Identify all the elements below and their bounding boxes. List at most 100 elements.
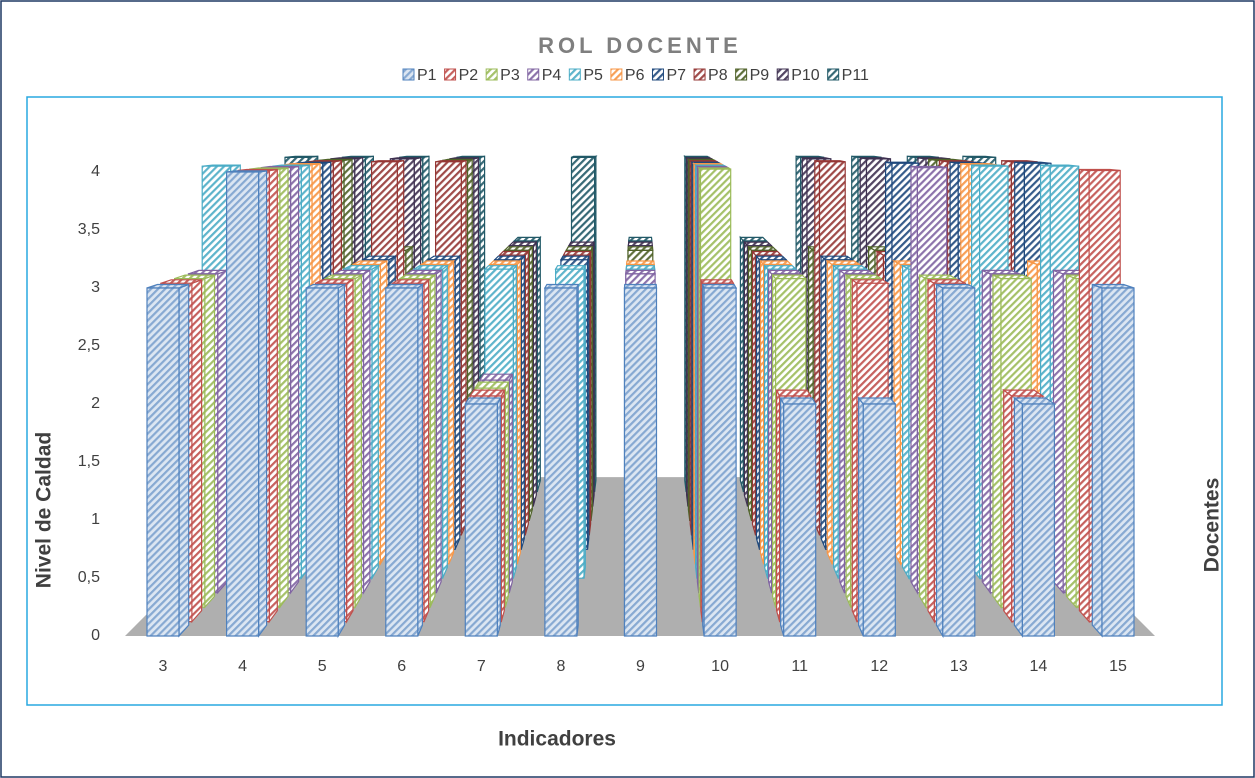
bar: [1021, 403, 1056, 637]
legend-label: P3: [500, 67, 520, 84]
legend-label: P8: [708, 67, 728, 84]
bar-side: [832, 264, 839, 579]
bar-side: [268, 168, 278, 624]
x-tick-label: 14: [1030, 658, 1048, 675]
bar-side: [217, 269, 228, 595]
legend-label: P2: [459, 67, 479, 84]
bar-side: [1091, 283, 1103, 638]
bar-side: [851, 278, 858, 622]
bar-side: [820, 254, 827, 550]
bar-3d: [464, 397, 502, 637]
bar-top: [775, 389, 812, 397]
bar: [703, 287, 737, 637]
bar-top: [478, 373, 514, 381]
legend: P1 P2 P3 P4 P5 P6 P7 P8 P9 P10 P11: [402, 67, 869, 84]
bar-side: [910, 165, 919, 595]
bar-side: [992, 274, 1002, 609]
legend-label: P7: [666, 67, 686, 84]
bar-side: [362, 269, 371, 595]
bar-side: [1065, 274, 1077, 609]
y-axis-label: Nivel de Caldad: [33, 432, 56, 588]
bar-side: [448, 259, 455, 565]
bar-3d: [1091, 283, 1135, 638]
bar: [783, 403, 817, 637]
x-tick-label: 9: [636, 658, 645, 675]
legend-swatch: [827, 68, 840, 81]
bar: [544, 287, 578, 637]
bar: [942, 287, 976, 637]
bar-side: [279, 167, 289, 609]
bar: [305, 287, 339, 637]
bar-side: [857, 396, 864, 637]
y-tick-label: 2,5: [78, 337, 100, 354]
bar-side: [826, 259, 833, 565]
y-tick-label: 0: [91, 627, 100, 644]
legend-swatch: [402, 68, 415, 81]
bar-side: [258, 170, 268, 638]
bar-side: [918, 274, 927, 610]
y-tick-label: 1,5: [78, 453, 100, 470]
bar-3d: [146, 283, 190, 638]
bar-top: [857, 397, 897, 405]
y-tick-label: 4: [91, 163, 100, 180]
bar-3d: [701, 283, 738, 637]
plot-frame: [26, 96, 1223, 706]
legend-swatch: [776, 68, 789, 81]
bar-side: [337, 283, 346, 639]
x-tick-label: 12: [870, 658, 888, 675]
bar-3d: [305, 283, 347, 639]
bar-side: [839, 269, 846, 593]
bar-3d: [226, 170, 268, 638]
x-tick-label: 15: [1109, 658, 1127, 675]
y-tick-label: 3,5: [78, 221, 100, 238]
bar-3d: [857, 396, 897, 637]
bar: [464, 403, 498, 637]
chart-title: ROL DOCENTE: [538, 33, 742, 58]
bar-3d: [623, 283, 658, 637]
x-tick-label: 5: [318, 658, 327, 675]
bar-side: [981, 269, 991, 595]
bar-side: [346, 278, 354, 624]
legend-swatch: [527, 68, 540, 81]
bar: [385, 287, 419, 637]
bar-side: [845, 273, 852, 608]
y-tick-label: 1: [91, 511, 100, 528]
z-axis-label: Docentes: [1201, 478, 1224, 573]
bar-side: [204, 274, 216, 609]
bar-side: [901, 264, 910, 581]
bar-side: [417, 283, 423, 637]
bar-side: [371, 264, 379, 581]
x-tick-label: 13: [950, 658, 968, 675]
bar-side: [1078, 168, 1090, 624]
bar-side: [423, 278, 430, 622]
legend-label: P6: [625, 67, 645, 84]
x-tick-label: 11: [791, 658, 808, 675]
bar-3d: [1012, 396, 1057, 638]
bar-side: [935, 283, 944, 639]
y-tick-label: 2: [91, 395, 100, 412]
legend-label: P5: [583, 67, 603, 84]
x-tick-label: 8: [556, 658, 565, 675]
bar-3d: [543, 283, 580, 637]
legend-swatch: [610, 68, 623, 81]
x-axis-label: Indicadores: [498, 728, 616, 751]
bar-side: [178, 283, 190, 638]
bar: [623, 287, 658, 637]
legend-label: P11: [842, 67, 869, 84]
bar-side: [1003, 388, 1013, 624]
bar-side: [429, 273, 436, 608]
bar-side: [354, 274, 362, 610]
legend-label: P4: [542, 67, 562, 84]
bar: [226, 171, 260, 637]
bar: [862, 403, 896, 637]
legend-label: P9: [750, 67, 770, 84]
x-tick-label: 6: [397, 658, 406, 675]
bar-top: [779, 397, 817, 405]
bar-side: [1013, 396, 1024, 638]
bar-3d: [779, 397, 817, 637]
x-tick-label: 3: [159, 658, 168, 675]
bar-side: [442, 264, 448, 579]
bar-3d: [383, 283, 425, 637]
legend-swatch: [651, 68, 664, 81]
